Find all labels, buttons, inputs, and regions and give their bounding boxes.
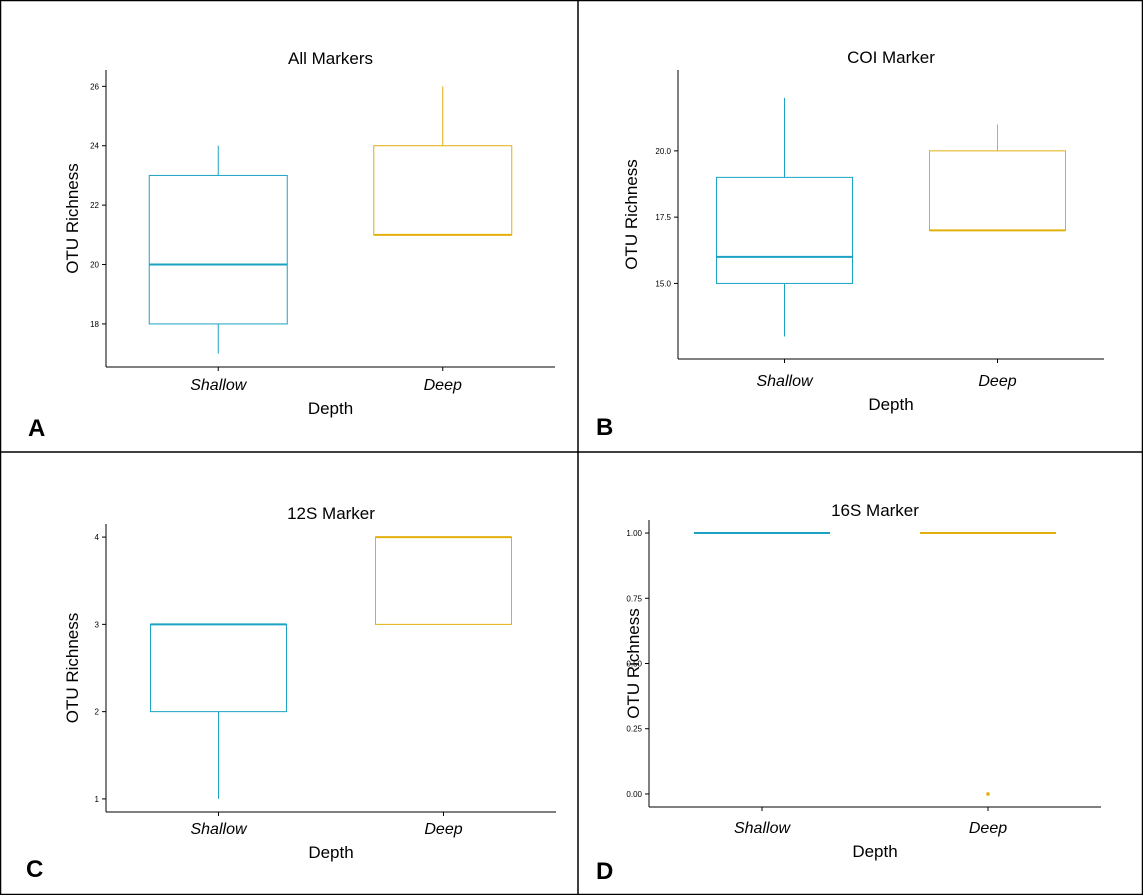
panel-letter-c: C — [26, 856, 44, 883]
chart-title: COI Marker — [847, 48, 935, 67]
x-tick-label: Deep — [978, 373, 1016, 390]
y-tick-label: 4 — [95, 533, 100, 542]
y-axis-label: OTU Richness — [622, 159, 641, 270]
y-tick-label: 1 — [95, 795, 100, 804]
panel-letter-a: A — [28, 415, 46, 442]
y-tick-label: 24 — [90, 142, 99, 151]
outlier-point — [986, 792, 990, 796]
y-tick-label: 17.5 — [655, 213, 671, 222]
panel-a: All Markers 18 20 22 24 26 Shallow Deep Depth OTU… — [0, 0, 578, 452]
panel-letter-d: D — [596, 858, 614, 885]
chart-title: 12S Marker — [287, 504, 375, 523]
y-tick-label: 0.75 — [626, 594, 642, 603]
x-tick-label: Shallow — [756, 373, 813, 390]
x-axis-label: Depth — [852, 842, 897, 861]
y-axis-label: OTU Richness — [624, 608, 643, 719]
y-tick-label: 3 — [95, 620, 100, 629]
box-deep — [929, 124, 1066, 232]
box-deep — [920, 532, 1056, 796]
x-tick-label: Deep — [424, 377, 462, 394]
box-body — [716, 176, 853, 284]
chart-title: 16S Marker — [831, 501, 919, 520]
x-tick-label: Shallow — [734, 820, 791, 837]
y-tick-label: 0.00 — [626, 790, 642, 799]
box-shallow — [716, 97, 853, 337]
panel-letter-b: B — [596, 414, 614, 441]
y-tick-label: 26 — [90, 82, 99, 91]
y-tick-label: 0.25 — [626, 725, 642, 734]
box-deep — [373, 86, 513, 236]
x-axis-label: Depth — [308, 399, 353, 418]
panel-c: 12S Marker 1 2 3 4 Shallow Deep Depth OTU Richne… — [0, 452, 578, 895]
chart-b: COI Marker 15.0 17.5 20.0 Shallow Deep Depth OT… — [622, 48, 1104, 414]
x-tick-label: Deep — [424, 821, 462, 838]
panel-b: COI Marker 15.0 17.5 20.0 Shallow Deep Depth OT… — [578, 0, 1143, 452]
chart-c: 12S Marker 1 2 3 4 Shallow Deep Depth OTU Richne… — [63, 504, 556, 862]
y-tick-label: 2 — [95, 708, 100, 717]
box-body — [929, 150, 1066, 231]
y-tick-label: 22 — [90, 201, 99, 210]
x-tick-label: Deep — [969, 820, 1007, 837]
y-axis-label: OTU Richness — [63, 613, 82, 724]
x-axis-label: Depth — [868, 395, 913, 414]
box-body — [148, 174, 288, 325]
y-tick-label: 18 — [90, 320, 99, 329]
box-deep — [375, 536, 512, 625]
box-body — [150, 623, 287, 713]
x-axis-label: Depth — [308, 843, 353, 862]
chart-title: All Markers — [288, 49, 373, 68]
box-shallow — [150, 623, 287, 799]
y-tick-label: 20.0 — [655, 147, 671, 156]
box-body — [373, 145, 513, 236]
x-tick-label: Shallow — [190, 821, 247, 838]
box-body — [375, 536, 512, 625]
chart-a: All Markers 18 20 22 24 26 Shallow Deep Depth OTU… — [63, 49, 555, 418]
y-tick-label: 1.00 — [626, 529, 642, 538]
x-tick-label: Shallow — [190, 377, 247, 394]
y-tick-label: 15.0 — [655, 279, 671, 288]
panel-d: 16S Marker 0.00 0.25 0.50 0.75 1.00 Shallow Dee… — [578, 452, 1143, 895]
box-shallow — [148, 145, 288, 354]
y-axis-label: OTU Richness — [63, 163, 82, 274]
y-tick-label: 20 — [90, 261, 99, 270]
